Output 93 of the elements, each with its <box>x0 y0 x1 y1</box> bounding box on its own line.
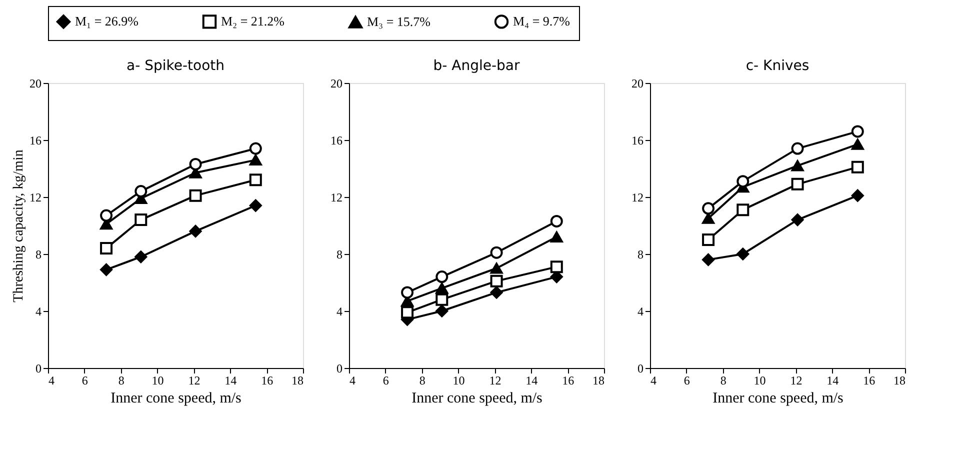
x-tick-label: 10 <box>152 374 164 388</box>
point <box>401 286 414 299</box>
point <box>189 189 202 202</box>
point <box>249 199 262 212</box>
point <box>134 214 148 226</box>
x-tick-label: 18 <box>894 374 906 388</box>
x-tick-label: 4 <box>350 374 356 388</box>
y-axis-title: Threshing capacity, kg/min <box>12 150 26 302</box>
point <box>249 174 262 186</box>
point <box>702 253 715 266</box>
x-tick-label: 16 <box>863 374 876 388</box>
x-axis-title: Inner cone speed, m/s <box>712 390 844 406</box>
x-tick-label: 6 <box>684 374 690 388</box>
y-tick-label: 12 <box>330 190 342 204</box>
x-tick-label: 6 <box>382 374 389 388</box>
chart-title: a- Spike-tooth <box>126 58 224 74</box>
legend-label: M₁ = 26.9% <box>75 14 139 29</box>
x-tick-label: 16 <box>562 374 574 388</box>
chart-title: b- Angle-bar <box>433 58 520 74</box>
point <box>249 142 262 155</box>
point <box>401 306 414 319</box>
point <box>189 158 202 170</box>
y-tick-label: 20 <box>632 76 644 90</box>
point <box>134 185 148 198</box>
point <box>490 274 503 288</box>
point <box>550 214 563 228</box>
x-tick-label: 8 <box>118 374 124 388</box>
point <box>736 175 750 188</box>
y-tick-label: 4 <box>638 304 644 318</box>
point <box>791 142 804 155</box>
point <box>702 202 715 215</box>
x-tick-label: 6 <box>82 374 88 388</box>
legend-label: M₄ = 9.7% <box>513 14 570 29</box>
point <box>134 250 148 264</box>
y-tick-label: 4 <box>336 304 342 318</box>
point <box>791 160 804 172</box>
chart-title: c- Knives <box>746 58 810 74</box>
x-tick-label: 12 <box>790 374 802 388</box>
point <box>100 242 113 255</box>
y-tick-label: 0 <box>638 362 644 376</box>
point <box>490 246 503 259</box>
x-tick-label: 12 <box>489 374 502 388</box>
point <box>791 178 804 190</box>
point <box>550 231 563 242</box>
y-tick-label: 0 <box>36 362 42 376</box>
y-tick-label: 20 <box>330 76 342 90</box>
x-axis-title: Inner cone speed, m/s <box>412 390 543 406</box>
y-tick-label: 12 <box>30 190 42 204</box>
x-tick-label: 4 <box>48 374 54 388</box>
x-tick-label: 16 <box>261 374 274 388</box>
y-tick-label: 4 <box>36 304 42 318</box>
point <box>436 304 448 318</box>
x-tick-label: 8 <box>419 374 426 388</box>
x-axis-title: Inner cone speed, m/s <box>110 390 242 406</box>
y-tick-label: 16 <box>330 134 342 148</box>
point <box>851 125 864 138</box>
y-tick-label: 8 <box>36 248 42 262</box>
point <box>736 248 750 260</box>
legend-label: M₃ = 15.7% <box>367 14 431 30</box>
y-tick-label: 0 <box>336 362 342 376</box>
point <box>851 189 864 202</box>
y-tick-label: 20 <box>30 76 42 90</box>
point <box>736 204 750 216</box>
point <box>189 224 202 238</box>
x-tick-label: 18 <box>292 374 304 388</box>
point <box>490 286 503 299</box>
point <box>791 214 804 226</box>
point <box>100 209 113 222</box>
point <box>436 270 448 284</box>
x-tick-label: 18 <box>592 374 604 388</box>
x-tick-label: 14 <box>526 374 538 388</box>
point <box>851 138 864 150</box>
y-tick-label: 8 <box>638 248 644 262</box>
point <box>436 293 448 306</box>
point <box>702 234 715 246</box>
x-tick-label: 10 <box>452 374 465 388</box>
point <box>100 263 113 276</box>
x-tick-label: 4 <box>650 374 656 388</box>
x-tick-label: 12 <box>188 374 200 388</box>
y-tick-label: 16 <box>30 134 42 148</box>
x-tick-label: 14 <box>826 374 839 388</box>
point <box>490 262 503 274</box>
point <box>249 154 262 166</box>
x-tick-label: 10 <box>754 374 766 388</box>
x-tick-label: 8 <box>720 374 726 388</box>
y-tick-label: 16 <box>632 134 644 148</box>
legend-label: M₂ = 21.2% <box>221 14 285 29</box>
point <box>550 260 563 274</box>
x-tick-label: 14 <box>224 374 237 388</box>
point <box>436 282 448 294</box>
y-tick-label: 8 <box>336 248 342 262</box>
point <box>851 160 864 174</box>
y-tick-label: 12 <box>632 190 644 204</box>
